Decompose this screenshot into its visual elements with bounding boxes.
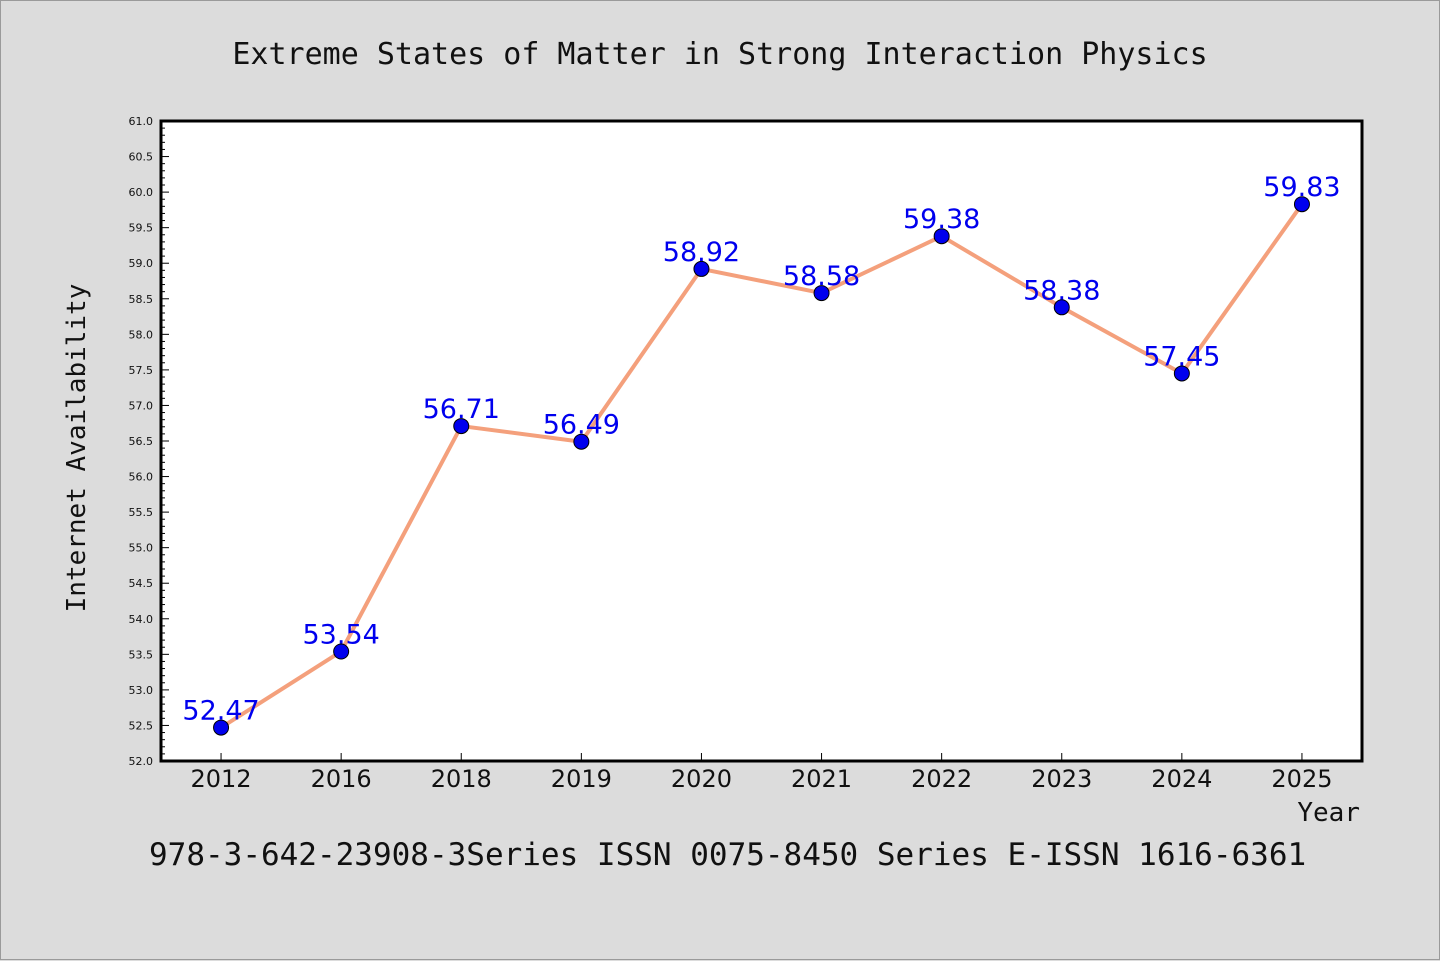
data-point [813,285,830,302]
x-tick-label: 2018 [431,765,492,793]
x-tick-label: 2024 [1151,765,1212,793]
y-tick-label: 52.0 [129,755,154,768]
series-layer: 52.47 53.54 56.71 56.49 58.92 58.58 59.38 58.38… [182,172,1341,736]
y-tick-label: 56.5 [129,435,154,448]
y-tick-label: 53.5 [129,648,154,661]
y-tick-label: 55.5 [129,506,154,519]
data-point [1293,196,1310,213]
data-point [693,260,710,277]
x-tick-label: 2012 [191,765,252,793]
x-tick-label: 2020 [671,765,732,793]
data-point [453,418,470,435]
data-label: 58.58 [783,261,860,292]
y-tick-label: 57.0 [129,399,154,412]
data-point [1173,365,1190,382]
y-tick-label: 58.0 [129,328,154,341]
data-label: 53.54 [303,619,380,650]
data-label: 59.38 [903,204,980,235]
y-tick-label: 58.5 [129,293,154,306]
y-axis-title: Internet Availability [62,284,92,613]
data-point [573,433,590,450]
chart-title: Extreme States of Matter in Strong Inter… [232,37,1207,72]
data-point [213,719,230,736]
data-label: 59.83 [1263,172,1340,203]
x-tick-label: 2023 [1031,765,1092,793]
y-tick-label: 52.5 [129,719,154,732]
y-tick-label: 54.0 [129,613,154,626]
x-tick-label: 2025 [1271,765,1332,793]
footer-text: 978-3-642-23908-3Series ISSN 0075-8450 S… [149,837,1306,873]
data-label: 52.47 [182,696,259,727]
series-line [219,202,1304,730]
data-label: 56.49 [543,410,620,441]
y-tick-label: 60.5 [129,151,154,164]
x-tick-label: 2022 [911,765,972,793]
y-tick-label: 56.0 [129,471,154,484]
x-tick-label: 2019 [551,765,612,793]
y-tick-label: 55.0 [129,542,154,555]
data-label: 57.45 [1143,341,1220,372]
data-label: 58.38 [1023,275,1100,306]
y-tick-label: 60.0 [129,186,154,199]
y-tick-label: 61.0 [129,115,154,128]
plot-area [159,119,1364,763]
data-label: 58.92 [663,237,740,268]
y-axis: 52.0 52.5 53.0 53.5 54.0 54.5 55.0 55.5 56.0 56.5… [129,115,169,768]
data-point [333,643,350,660]
y-tick-label: 59.0 [129,257,154,270]
x-tick-label: 2021 [791,765,852,793]
data-point [933,228,950,245]
data-label: 56.71 [423,394,500,425]
y-tick-label: 59.5 [129,222,154,235]
x-axis: 2012 2016 2018 2019 2020 2021 2022 2023 2024 2025 [191,753,1332,793]
y-tick-label: 53.0 [129,684,154,697]
y-tick-label: 57.5 [129,364,154,377]
x-axis-title: Year [1297,798,1360,828]
y-tick-label: 54.5 [129,577,154,590]
data-point [1053,299,1070,316]
x-tick-label: 2016 [311,765,372,793]
